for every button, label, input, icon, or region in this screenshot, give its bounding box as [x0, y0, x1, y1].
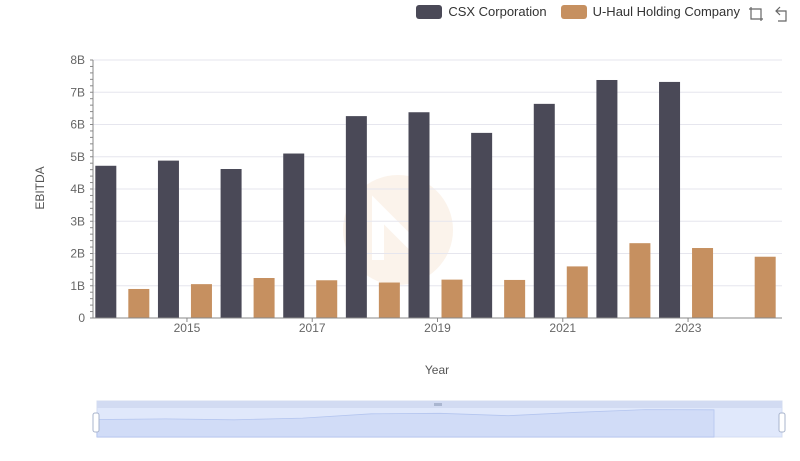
bar-uhaul-2022[interactable] [629, 243, 651, 318]
bar-csx-2022[interactable] [596, 79, 618, 319]
bar-csx-2015[interactable] [157, 160, 179, 318]
legend-label-uhaul: U-Haul Holding Company [592, 4, 740, 19]
bar-uhaul-2018[interactable] [378, 282, 400, 318]
legend-item-csx[interactable]: CSX Corporation [416, 4, 547, 19]
x-tick-label: 2021 [549, 321, 576, 335]
y-tick-label: 6B [70, 118, 85, 132]
bar-csx-2020[interactable] [471, 132, 493, 318]
y-tick-label: 1B [70, 279, 85, 293]
x-tick-label: 2019 [424, 321, 451, 335]
zoom-reset-icon[interactable] [774, 6, 790, 22]
y-tick-label: 7B [70, 85, 85, 99]
bar-csx-2016[interactable] [220, 169, 242, 318]
bar-uhaul-2017[interactable] [316, 280, 338, 318]
y-tick-label: 8B [70, 53, 85, 67]
bar-csx-2019[interactable] [408, 112, 430, 319]
bar-csx-2021[interactable] [533, 103, 555, 318]
legend-item-uhaul[interactable]: U-Haul Holding Company [560, 4, 740, 19]
zoom-handle-right[interactable] [778, 412, 786, 433]
x-tick-label: 2015 [174, 321, 201, 335]
data-zoom-slider[interactable] [92, 400, 786, 438]
y-tick-label: 2B [70, 247, 85, 261]
bar-uhaul-2019[interactable] [441, 279, 463, 318]
zoom-drag-grip[interactable] [434, 403, 442, 406]
legend-swatch-uhaul [560, 4, 587, 19]
bar-csx-2017[interactable] [283, 153, 305, 318]
x-tick-label: 2017 [299, 321, 326, 335]
bar-uhaul-2016[interactable] [253, 278, 275, 318]
y-axis-label: EBITDA [33, 166, 47, 209]
y-tick-label: 4B [70, 182, 85, 196]
zoom-handle-left[interactable] [92, 412, 100, 433]
data-zoom-preview [96, 409, 715, 438]
zoom-select-icon[interactable] [748, 6, 764, 22]
bar-uhaul-2015[interactable] [190, 284, 212, 318]
bar-uhaul-2023[interactable] [692, 248, 714, 318]
bar-uhaul-2020[interactable] [504, 279, 526, 318]
y-tick-label: 3B [70, 214, 85, 228]
legend-label-csx: CSX Corporation [448, 4, 547, 19]
bar-csx-2023[interactable] [659, 81, 681, 319]
bar-csx-2014[interactable] [95, 165, 117, 318]
x-axis-label: Year [425, 363, 449, 377]
bar-uhaul-2014[interactable] [128, 288, 150, 318]
bar-csx-2018[interactable] [345, 116, 367, 319]
y-tick-label: 0 [78, 311, 85, 325]
bar-uhaul-2021[interactable] [566, 266, 588, 318]
chart-legend: CSX Corporation U-Haul Holding Company [416, 4, 740, 19]
legend-swatch-csx [416, 4, 443, 19]
y-tick-label: 5B [70, 150, 85, 164]
bar-uhaul-2024[interactable] [754, 256, 776, 318]
x-tick-label: 2023 [675, 321, 702, 335]
